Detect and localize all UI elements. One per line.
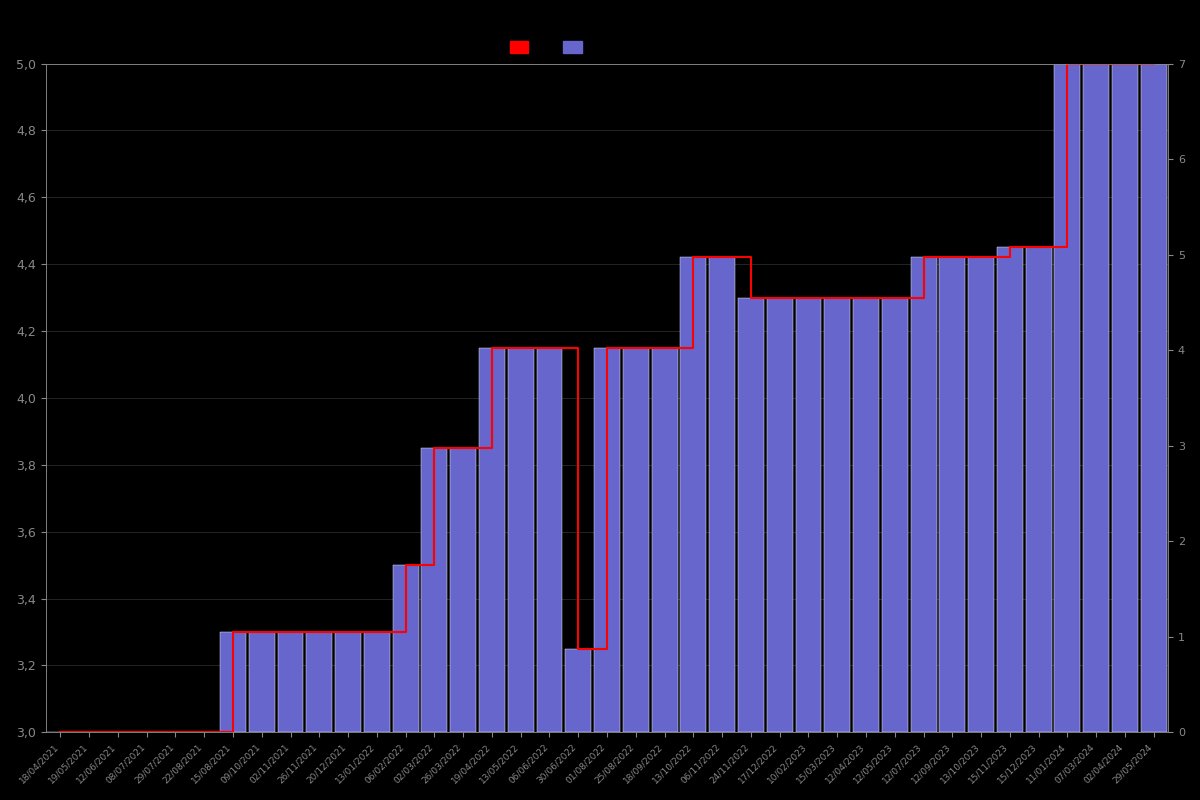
Bar xyxy=(450,448,476,732)
Bar xyxy=(911,258,936,732)
Bar xyxy=(508,348,534,732)
Legend: , : , xyxy=(505,36,598,59)
Bar xyxy=(536,348,563,732)
Bar xyxy=(680,258,707,732)
Bar xyxy=(392,565,419,732)
Bar xyxy=(1112,63,1138,732)
Bar xyxy=(652,348,678,732)
Bar xyxy=(738,298,764,732)
Bar xyxy=(709,258,736,732)
Bar xyxy=(1055,63,1080,732)
Bar xyxy=(594,348,620,732)
Bar xyxy=(940,258,965,732)
Bar xyxy=(968,258,994,732)
Bar xyxy=(997,247,1022,732)
Bar xyxy=(1084,63,1109,732)
Bar xyxy=(421,448,448,732)
Bar xyxy=(364,632,390,732)
Bar xyxy=(882,298,907,732)
Bar xyxy=(479,348,505,732)
Bar xyxy=(623,348,649,732)
Bar xyxy=(277,632,304,732)
Bar xyxy=(1026,247,1051,732)
Bar xyxy=(220,632,246,732)
Bar xyxy=(767,298,793,732)
Bar xyxy=(796,298,822,732)
Bar xyxy=(824,298,850,732)
Bar xyxy=(306,632,332,732)
Bar xyxy=(565,649,592,732)
Bar xyxy=(335,632,361,732)
Bar xyxy=(1141,63,1166,732)
Bar xyxy=(853,298,878,732)
Bar xyxy=(248,632,275,732)
